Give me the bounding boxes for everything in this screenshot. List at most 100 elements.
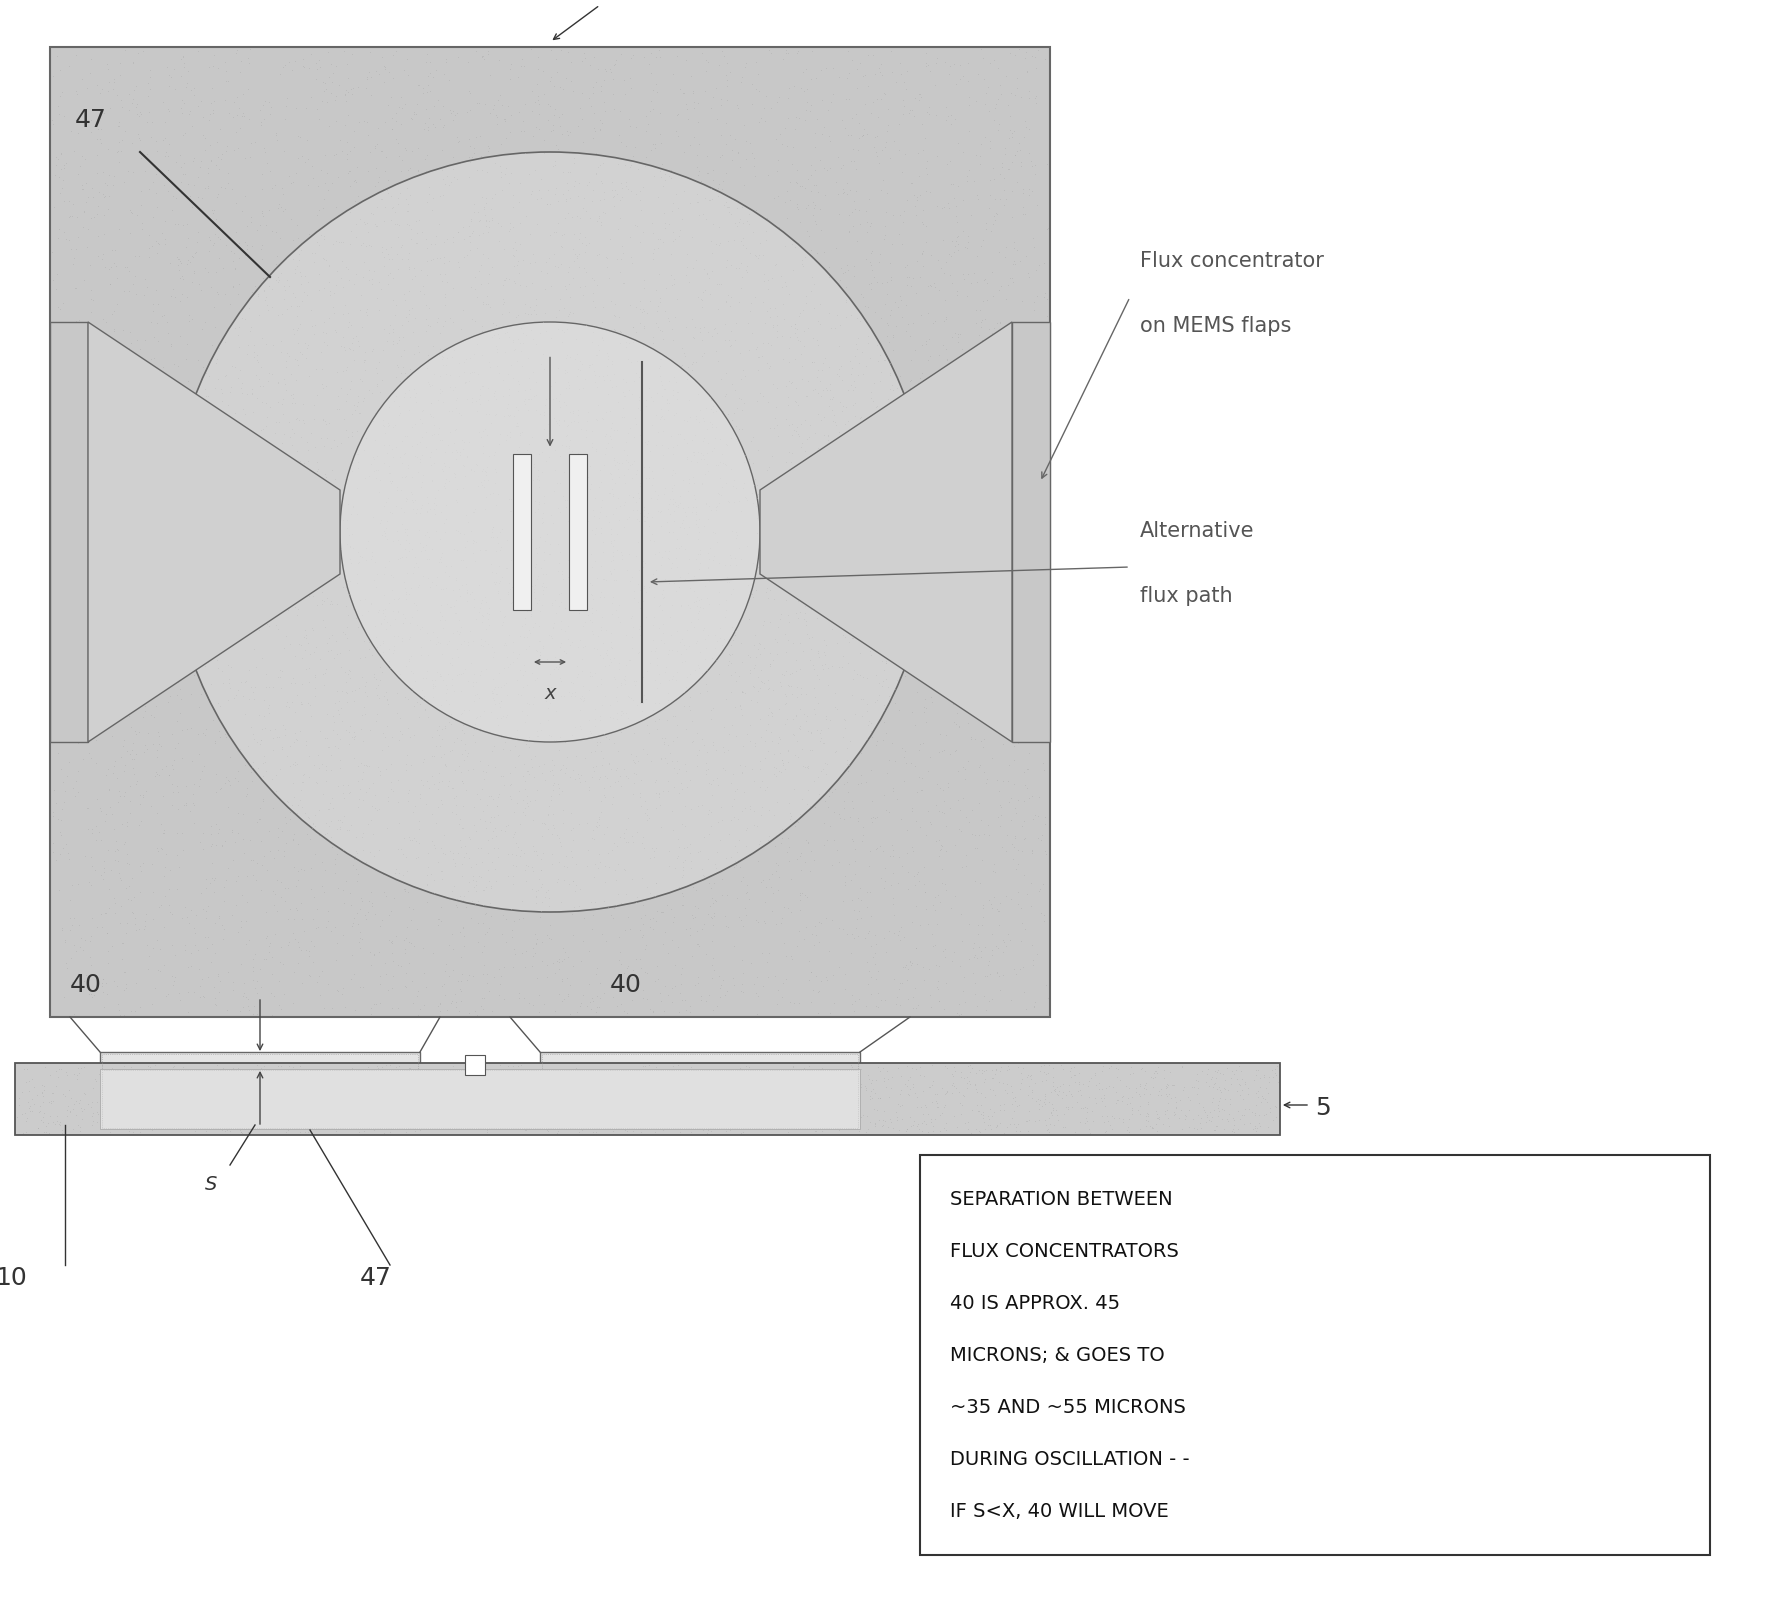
Point [228, 1100, 256, 1126]
Point [100, 316, 129, 342]
Point [722, 482, 751, 508]
Point [432, 765, 461, 791]
Point [462, 851, 491, 877]
Point [645, 631, 674, 656]
Point [889, 498, 918, 524]
Point [484, 176, 513, 201]
Point [199, 707, 228, 733]
Point [744, 1100, 772, 1126]
Point [848, 430, 876, 455]
Point [113, 738, 142, 763]
Point [56, 888, 84, 913]
Point [606, 508, 634, 533]
Point [500, 1091, 529, 1116]
Point [901, 779, 930, 805]
Point [513, 479, 541, 505]
Point [457, 177, 486, 203]
Point [711, 545, 740, 570]
Point [131, 901, 159, 926]
Point [968, 289, 996, 315]
Point [874, 1084, 903, 1110]
Point [249, 786, 278, 811]
Point [315, 113, 344, 139]
Point [633, 808, 661, 834]
Point [504, 1052, 532, 1078]
Point [489, 212, 518, 238]
Point [668, 1081, 697, 1107]
Point [894, 985, 923, 1011]
Point [351, 358, 380, 383]
Point [640, 677, 668, 703]
Point [265, 728, 294, 754]
Point [496, 577, 525, 602]
Point [889, 102, 918, 128]
Point [900, 426, 928, 452]
Point [391, 441, 419, 466]
Point [1174, 1097, 1202, 1123]
Point [633, 591, 661, 616]
Point [867, 620, 896, 645]
Point [618, 987, 647, 1012]
Point [706, 366, 735, 391]
Point [167, 600, 195, 626]
Point [172, 211, 201, 236]
Point [505, 431, 534, 457]
Point [552, 276, 581, 302]
Point [176, 621, 204, 647]
Point [706, 121, 735, 147]
Point [978, 1057, 1007, 1083]
Point [244, 696, 272, 722]
Point [857, 101, 885, 126]
Point [538, 623, 566, 648]
Point [934, 1080, 962, 1105]
Point [324, 257, 353, 283]
Point [131, 158, 159, 184]
Point [971, 1084, 1000, 1110]
Point [539, 773, 568, 798]
Point [127, 1064, 156, 1089]
Point [532, 562, 561, 588]
Point [308, 406, 337, 431]
Point [996, 1112, 1025, 1137]
Point [400, 482, 428, 508]
Point [654, 779, 683, 805]
Point [403, 851, 432, 877]
Point [235, 687, 263, 712]
Point [405, 1118, 434, 1143]
Point [106, 110, 134, 136]
Point [701, 674, 729, 699]
Point [342, 829, 371, 854]
Point [588, 327, 616, 353]
Point [916, 744, 944, 770]
Point [600, 690, 629, 715]
Point [774, 281, 803, 307]
Point [477, 890, 505, 915]
Point [459, 864, 487, 890]
Point [702, 888, 731, 913]
Point [125, 720, 154, 746]
Point [486, 519, 514, 545]
Point [744, 471, 772, 497]
Point [478, 818, 507, 843]
Point [366, 971, 394, 997]
Point [398, 588, 426, 613]
Point [629, 577, 658, 602]
Point [511, 300, 539, 326]
Point [125, 513, 154, 538]
Point [973, 524, 1002, 549]
Point [66, 1096, 95, 1121]
Point [392, 458, 421, 484]
Point [423, 297, 452, 323]
Point [511, 751, 539, 776]
Point [434, 610, 462, 636]
Point [715, 195, 744, 220]
Point [172, 773, 201, 798]
Point [552, 830, 581, 856]
Point [271, 465, 299, 490]
Point [538, 672, 566, 698]
Point [152, 575, 181, 600]
Point [373, 814, 401, 840]
Point [973, 270, 1002, 295]
Point [249, 508, 278, 533]
Point [213, 768, 242, 794]
